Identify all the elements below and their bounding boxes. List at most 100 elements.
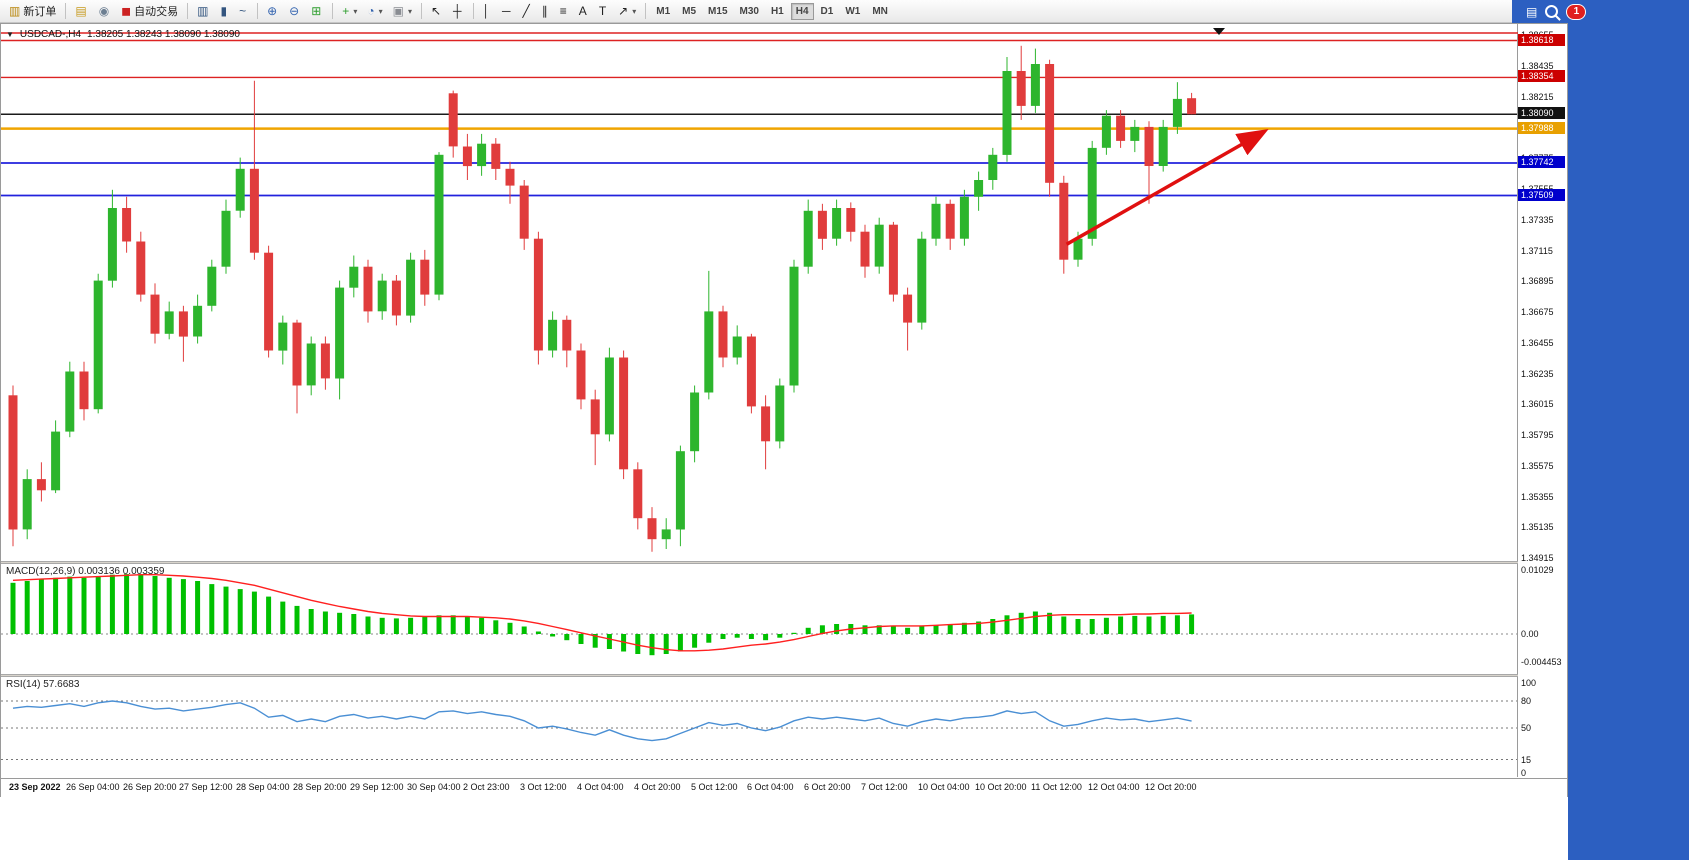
fibonacci-icon: ≡ (559, 4, 567, 18)
cursor-button[interactable]: ↖ (427, 1, 447, 22)
dropdown-caret-icon: ▾ (353, 6, 358, 16)
time-axis-label: 12 Oct 20:00 (1145, 782, 1197, 792)
timeframe-button-M15[interactable]: M15 (708, 5, 728, 17)
timeframe-button-M1[interactable]: M1 (656, 5, 671, 17)
price-tag: 1.37988 (1518, 122, 1565, 134)
price-axis-label: 1.38215 (1521, 92, 1554, 102)
horizontal-line-icon: ─ (502, 4, 511, 18)
channel-button[interactable]: ∥ (538, 1, 554, 22)
profiles-icon: ◉ (98, 4, 110, 18)
line-chart-icon: ~ (239, 4, 247, 18)
price-axis-label: 1.35575 (1521, 461, 1554, 471)
timeframe-button-H1[interactable]: H1 (770, 5, 784, 17)
templates-button[interactable]: ▣ ▾ (389, 1, 416, 22)
line-chart-button[interactable]: ~ (235, 1, 252, 22)
auto-trading-button[interactable]: ◼ 自动交易 (117, 1, 182, 22)
crosshair-button[interactable]: ┼ (449, 1, 468, 22)
zoom-out-icon: ⊖ (289, 4, 300, 18)
ohlc-values: 1.38205 1.38243 1.38090 1.38090 (87, 29, 240, 40)
arrows-button[interactable]: ↗ ▾ (614, 1, 640, 22)
toolbar-separator (332, 3, 334, 19)
price-axis-label: 1.36895 (1521, 276, 1554, 286)
bar-chart-button[interactable]: ▥ (193, 1, 214, 22)
rsi-label: RSI(14) 57.6683 (6, 679, 80, 690)
toolbar-separator (420, 3, 422, 19)
panel-separator[interactable] (1, 674, 1567, 677)
time-axis-label: 29 Sep 12:00 (350, 782, 404, 792)
rsi-canvas[interactable] (1, 677, 1517, 777)
label-icon: T (598, 4, 607, 18)
price-axis-label: 1.36015 (1521, 399, 1554, 409)
text-button[interactable]: A (575, 1, 593, 22)
time-axis-label: 28 Sep 20:00 (293, 782, 347, 792)
label-button[interactable]: T (595, 1, 612, 22)
timeframe-button-H4[interactable]: H4 (790, 2, 814, 20)
toolbar-separator (187, 3, 189, 19)
timeframe-group: M1 M5 M15 M30 H1 H4 D1 W1 MN (650, 0, 894, 22)
zoom-in-icon: ⊕ (267, 4, 278, 18)
price-axis-label: 1.36675 (1521, 307, 1554, 317)
timeframe-button-M5[interactable]: M5 (682, 5, 697, 17)
time-axis-label: 2 Oct 23:00 (463, 782, 510, 792)
macd-axis-label: -0.004453 (1521, 657, 1562, 667)
price-axis-label: 1.36235 (1521, 369, 1554, 379)
rsi-axis-label: 50 (1521, 723, 1532, 733)
new-chart-button[interactable]: ▤ (71, 1, 92, 22)
vertical-line-button[interactable]: │ (479, 1, 497, 22)
time-axis-label: 10 Oct 20:00 (975, 782, 1027, 792)
price-axis-label: 1.35355 (1521, 492, 1554, 502)
time-axis-label: 27 Sep 12:00 (179, 782, 233, 792)
price-axis-label: 1.37115 (1521, 246, 1553, 256)
macd-axis-label: 0.01029 (1521, 565, 1554, 575)
chart-title: ▼ USDCAD-,H4 1.38205 1.38243 1.38090 1.3… (6, 29, 240, 40)
main-chart-canvas[interactable] (1, 25, 1567, 561)
macd-axis-label: 0.00 (1521, 629, 1539, 639)
macd-canvas[interactable] (1, 564, 1517, 674)
scroll-position-marker (1213, 28, 1225, 35)
new-order-button[interactable]: ▥ 新订单 (5, 1, 60, 22)
periods-button[interactable]: ◔ ▾ (363, 1, 386, 22)
indicators-button[interactable]: + ▾ (338, 1, 361, 22)
price-tag: 1.38618 (1518, 34, 1565, 46)
arrow-icon: ↗ (618, 4, 629, 18)
time-axis-label: 3 Oct 12:00 (520, 782, 567, 792)
new-order-button-label: 新订单 (23, 6, 57, 18)
time-axis[interactable]: 23 Sep 2022 26 Sep 04:00 26 Sep 20:00 27 Se… (1, 778, 1567, 797)
zoom-in-button[interactable]: ⊕ (263, 1, 283, 22)
dropdown-caret-icon: ▾ (632, 6, 637, 16)
timeframe-button-D1[interactable]: D1 (820, 5, 834, 17)
rsi-axis-label: 15 (1521, 755, 1532, 765)
trendline-icon: ╱ (522, 4, 530, 18)
channel-icon: ∥ (541, 4, 548, 18)
profiles-button[interactable]: ◉ (95, 1, 115, 22)
price-axis-label: 1.35795 (1521, 430, 1554, 440)
candlestick-button[interactable]: ▮ (216, 1, 233, 22)
bar-chart-icon: ▥ (197, 4, 209, 18)
search-icon[interactable] (1545, 5, 1559, 18)
toolbar-separator (65, 3, 67, 19)
toolbar-separator (257, 3, 259, 19)
panel-separator[interactable] (1, 561, 1567, 564)
new-order-icon: ▥ (9, 4, 21, 18)
panel-icon[interactable]: ▤ (1526, 4, 1538, 19)
macd-label: MACD(12,26,9) 0.003136 0.003359 (6, 566, 165, 577)
timeframe-button-M30[interactable]: M30 (739, 5, 759, 17)
zoom-out-button[interactable]: ⊖ (285, 1, 305, 22)
notification-badge[interactable]: 1 (1566, 3, 1587, 20)
timeframe-button-W1[interactable]: W1 (845, 5, 861, 17)
price-axis[interactable]: 1.386551.384351.382151.379951.377751.375… (1518, 24, 1567, 778)
toolbar-separator (645, 3, 647, 19)
rsi-axis-label: 100 (1521, 678, 1537, 688)
window-top-right-area: ▤ 1 (1512, 0, 1689, 23)
crosshair-icon: ┼ (453, 4, 462, 18)
trendline-button[interactable]: ╱ (519, 1, 536, 22)
one-click-trading-toggle-icon[interactable]: ▼ (6, 30, 14, 39)
axis-divider (1517, 24, 1518, 777)
fibonacci-button[interactable]: ≡ (556, 1, 573, 22)
chart-window: ▼ USDCAD-,H4 1.38205 1.38243 1.38090 1.3… (0, 23, 1568, 797)
new-chart-icon: ▤ (75, 4, 87, 18)
dropdown-caret-icon: ▾ (378, 6, 383, 16)
horizontal-line-button[interactable]: ─ (498, 1, 517, 22)
timeframe-button-MN[interactable]: MN (872, 5, 888, 17)
tile-windows-button[interactable]: ⊞ (307, 1, 327, 22)
